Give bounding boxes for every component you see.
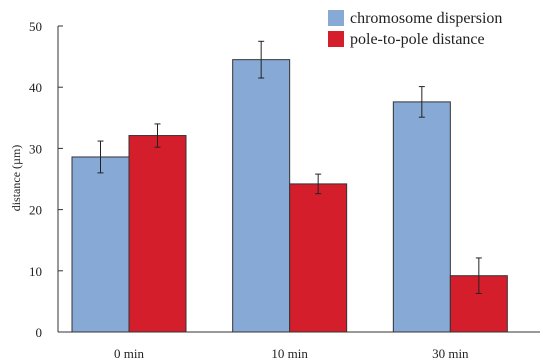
y-tick-label: 0	[36, 325, 43, 340]
y-axis-title: distance (µm)	[9, 145, 23, 212]
y-tick-label: 30	[29, 141, 42, 156]
bar-chromosome-dispersion-30-min	[392, 101, 451, 333]
bar-chromosome-dispersion-0-min	[71, 156, 130, 333]
x-tick-label: 0 min	[114, 346, 144, 361]
legend-label-pole-to-pole-distance: pole-to-pole distance	[350, 31, 485, 48]
legend-label-chromosome-dispersion: chromosome dispersion	[350, 10, 502, 27]
bar-pole-to-pole-distance-10-min	[289, 183, 348, 333]
bar-chromosome-dispersion-10-min	[232, 59, 291, 333]
y-tick-label: 10	[29, 264, 42, 279]
y-tick-label: 40	[29, 80, 42, 95]
legend-swatch-chromosome-dispersion	[328, 10, 344, 26]
legend-swatch-pole-to-pole-distance	[328, 31, 344, 47]
x-tick-label: 10 min	[271, 346, 308, 361]
legend: chromosome dispersion pole-to-pole dista…	[328, 10, 502, 48]
x-tick-label: 30 min	[432, 346, 469, 361]
y-tick-label: 50	[29, 19, 42, 34]
y-tick-label: 20	[29, 203, 42, 218]
bar-pole-to-pole-distance-0-min	[128, 135, 187, 333]
